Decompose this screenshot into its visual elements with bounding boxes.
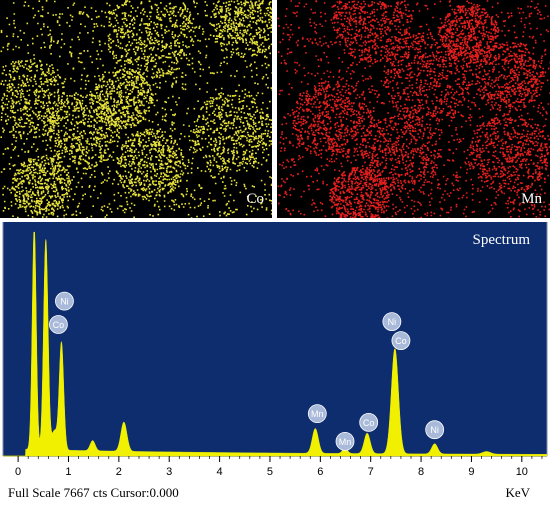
x-tick-label: 2 <box>116 466 122 478</box>
x-axis-label: KeV <box>505 485 530 500</box>
axis-area <box>0 456 550 511</box>
x-tick-label: 1 <box>65 466 71 478</box>
x-tick-label: 0 <box>15 466 21 478</box>
peak-label-bubble <box>391 331 411 350</box>
peak-label-bubble <box>55 291 74 311</box>
peak-label: Co <box>53 320 65 330</box>
mn-map-image <box>277 0 550 218</box>
peak-label-bubble <box>335 431 355 451</box>
x-tick-label: 8 <box>418 466 424 478</box>
map-speckles <box>277 0 550 218</box>
eds-spectrum-panel: Spectrum Full Scale 7667 cts Cursor:0.00… <box>0 222 550 511</box>
x-tick-label: 10 <box>516 466 528 478</box>
peak-label: Ni <box>60 297 69 307</box>
peak-label-bubble <box>425 420 445 440</box>
spectrum-trace <box>3 231 548 457</box>
spectrum-chart: Spectrum Full Scale 7667 cts Cursor:0.00… <box>0 222 550 511</box>
peak-label: Ni <box>430 425 439 435</box>
plot-background <box>3 222 547 456</box>
peak-label: Ni <box>388 317 397 327</box>
peak-label: Mn <box>311 409 324 419</box>
map-speckles <box>0 0 272 218</box>
peak-label: Co <box>363 418 375 428</box>
x-tick-label: 5 <box>267 466 273 478</box>
peak-label: Co <box>395 336 407 346</box>
chart-title: Spectrum <box>473 232 531 248</box>
peak-label-bubble <box>382 312 402 332</box>
x-tick-label: 3 <box>166 466 172 478</box>
co-element-map: Co <box>0 0 272 218</box>
peak-label-bubble <box>359 413 379 432</box>
co-map-image <box>0 0 272 218</box>
peak-label-bubble <box>307 404 327 424</box>
co-map-label: Co <box>246 191 264 207</box>
x-tick-label: 7 <box>368 466 374 478</box>
x-tick-label: 4 <box>217 466 223 478</box>
x-tick-label: 6 <box>317 466 323 478</box>
mn-map-label: Mn <box>521 191 542 207</box>
peak-label-bubble <box>49 315 68 334</box>
footer-status: Full Scale 7667 cts Cursor:0.000 <box>8 485 179 500</box>
peak-label: Mn <box>339 437 352 447</box>
mn-element-map: Mn <box>277 0 550 218</box>
x-tick-label: 9 <box>468 466 474 478</box>
